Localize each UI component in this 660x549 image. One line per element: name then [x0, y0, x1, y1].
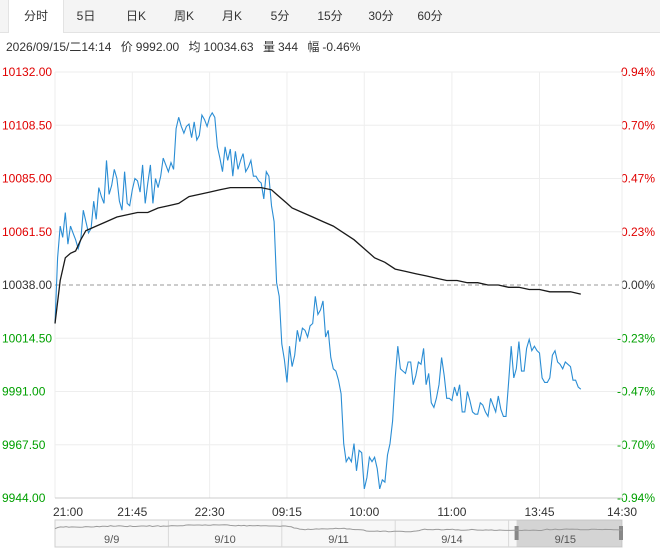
pct-tick-label: 0.94% — [621, 65, 655, 79]
navigator-date-label: 9/9 — [104, 534, 119, 546]
y-tick-label: 9967.50 — [2, 438, 46, 452]
tab-1[interactable]: 分时 — [8, 0, 64, 33]
y-tick-label: 10085.00 — [2, 172, 52, 186]
y-tick-label: 10038.00 — [2, 278, 52, 292]
navigator-date-label: 9/10 — [214, 534, 235, 546]
navigator-date-label: 9/14 — [441, 534, 462, 546]
pct-tick-label: -0.23% — [617, 331, 655, 345]
price-value: 9992.00 — [135, 40, 180, 54]
avg-series-line — [54, 186, 581, 324]
volume-label: 量 — [262, 40, 275, 54]
navigator-selection — [516, 520, 622, 547]
pct-tick-label: 0.23% — [621, 225, 655, 239]
tab-4[interactable]: 周K — [173, 9, 194, 23]
tab-6[interactable]: 5分 — [270, 9, 290, 23]
y-tick-label: 10132.00 — [2, 65, 52, 79]
navigator-date-label: 9/11 — [328, 534, 349, 546]
volume-value: 344 — [277, 40, 298, 54]
price-series-line — [54, 111, 582, 490]
pct-tick-label: 0.70% — [621, 118, 655, 132]
change-label: 幅 — [307, 40, 320, 54]
x-tick-label: 10:00 — [349, 505, 379, 519]
x-tick-label: 21:45 — [117, 505, 147, 519]
tab-2[interactable]: 5日 — [76, 9, 96, 23]
quote-datetime: 2026/09/15/二14:14 — [6, 40, 112, 54]
pct-tick-label: 0.47% — [621, 172, 655, 186]
y-tick-label: 10061.50 — [2, 225, 52, 239]
tab-9[interactable]: 60分 — [417, 9, 443, 23]
tab-7[interactable]: 15分 — [317, 9, 343, 23]
avg-value: 10034.63 — [203, 40, 254, 54]
pct-tick-label: 0.00% — [621, 278, 655, 292]
navigator-left-handle[interactable] — [514, 526, 519, 540]
pct-tick-label: -0.94% — [617, 491, 655, 505]
x-tick-label: 14:30 — [607, 505, 637, 519]
y-tick-label: 10108.50 — [2, 118, 52, 132]
y-tick-label: 9991.00 — [2, 385, 46, 399]
tab-5[interactable]: 月K — [221, 9, 242, 23]
y-tick-label: 10014.50 — [2, 331, 52, 345]
tab-8[interactable]: 30分 — [368, 9, 394, 23]
pct-tick-label: -0.47% — [617, 385, 655, 399]
price-label: 价 — [120, 40, 133, 54]
navigator-right-handle[interactable] — [619, 526, 623, 540]
x-tick-label: 21:00 — [53, 505, 83, 519]
navigator-trend-line — [54, 524, 623, 533]
x-tick-label: 11:00 — [437, 505, 466, 519]
pct-tick-label: -0.70% — [617, 438, 655, 452]
period-tabs: 分时 5日 日K 周K 月K 5分 15分 30分 60分 — [0, 0, 660, 33]
x-tick-label: 22:30 — [195, 505, 225, 519]
navigator-date-label: 9/15 — [555, 534, 576, 546]
quote-info-bar: 2026/09/15/二14:14 价 9992.00 均 10034.63 量 34… — [6, 38, 366, 55]
y-tick-label: 9944.00 — [2, 491, 46, 505]
change-value: -0.46% — [322, 40, 361, 54]
avg-label: 均 — [188, 40, 201, 54]
tab-3[interactable]: 日K — [125, 9, 146, 23]
x-tick-label: 09:15 — [272, 505, 302, 519]
x-tick-label: 13:45 — [525, 505, 555, 519]
